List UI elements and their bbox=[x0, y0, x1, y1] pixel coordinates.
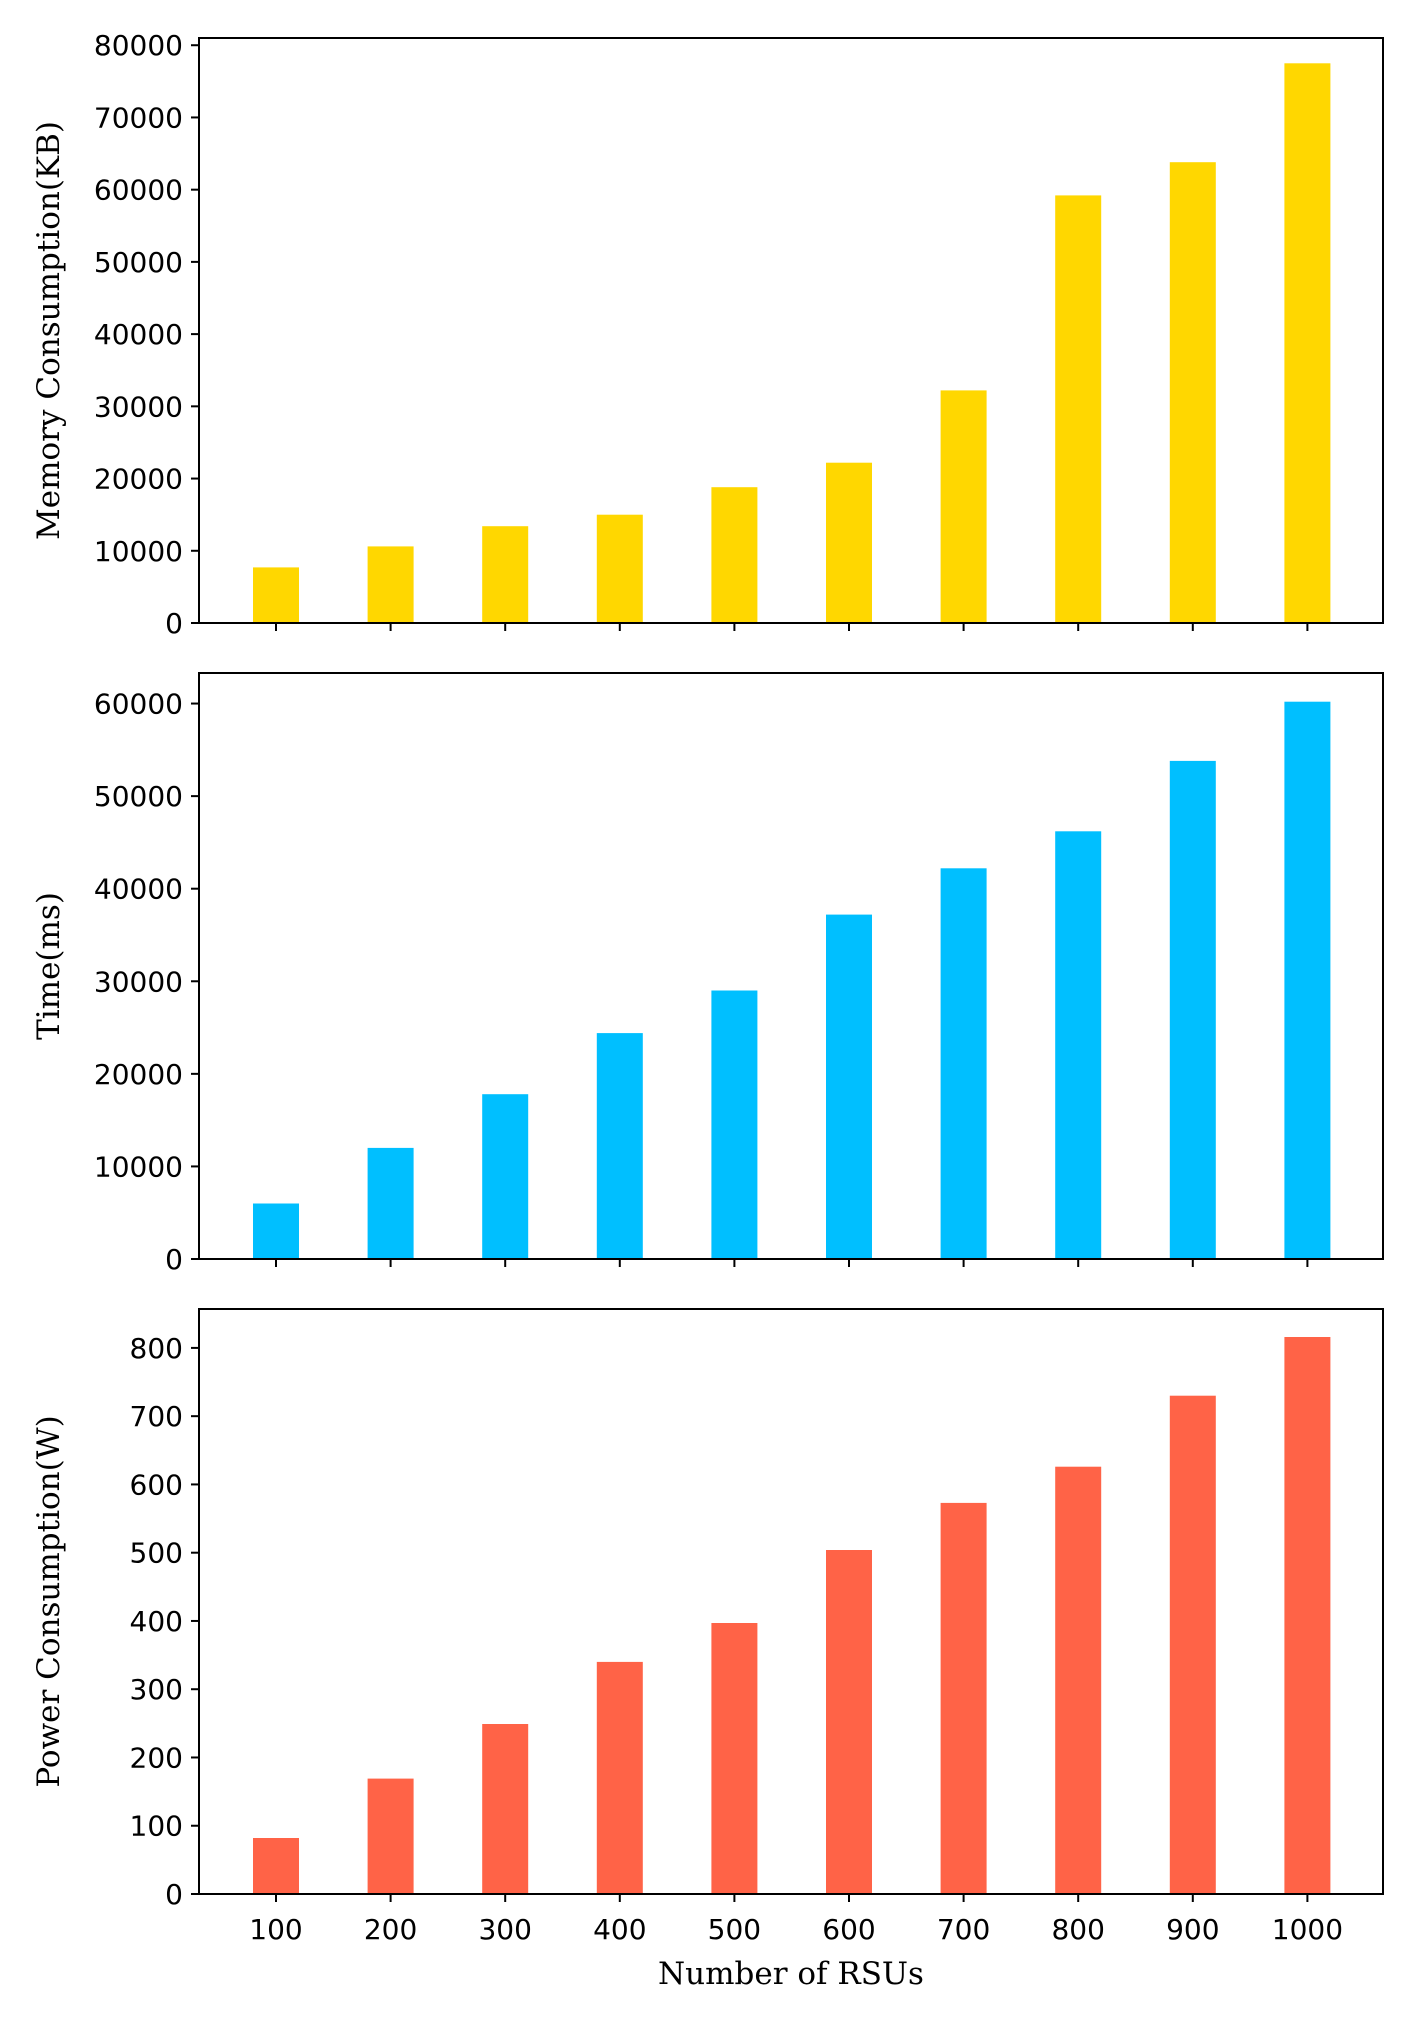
memory-ytick-label: 0 bbox=[165, 607, 183, 640]
memory-bar-700 bbox=[940, 390, 987, 623]
time-bar-300 bbox=[482, 1094, 529, 1259]
power-xtick-label: 1000 bbox=[1272, 1913, 1343, 1946]
power-bar-1000 bbox=[1284, 1337, 1331, 1894]
time-ytick-label: 60000 bbox=[94, 688, 183, 721]
memory-ylabel: Memory Consumption(KB) bbox=[31, 121, 67, 540]
power-bar-600 bbox=[826, 1550, 872, 1894]
power-bar-500 bbox=[711, 1623, 758, 1894]
time-ytick-label: 50000 bbox=[94, 780, 183, 813]
memory-bar-400 bbox=[596, 514, 643, 623]
memory-bar-100 bbox=[253, 567, 299, 623]
power-ytick-label: 500 bbox=[130, 1537, 183, 1570]
memory-ytick-label: 40000 bbox=[94, 318, 183, 351]
power-xtick-label: 800 bbox=[1051, 1913, 1104, 1946]
memory-bar-900 bbox=[1169, 162, 1216, 623]
time-bar-1000 bbox=[1284, 701, 1331, 1259]
time-ytick-label: 20000 bbox=[94, 1058, 183, 1091]
memory-bar-800 bbox=[1055, 195, 1102, 623]
power-bar-200 bbox=[367, 1778, 414, 1894]
time-bar-700 bbox=[940, 868, 987, 1259]
time-bar-900 bbox=[1169, 760, 1216, 1259]
power-ytick-label: 0 bbox=[165, 1878, 183, 1911]
memory-consumption-panel: 0 10000 20000 30000 40000 50000 60000 70000 8000… bbox=[31, 29, 1384, 640]
time-panel: 0 10000 20000 30000 40000 50000 60000 Time(ms) bbox=[31, 672, 1384, 1276]
power-bar-900 bbox=[1169, 1395, 1216, 1894]
power-ytick-label: 100 bbox=[130, 1810, 183, 1843]
time-bar-200 bbox=[367, 1147, 414, 1259]
power-bar-700 bbox=[940, 1502, 987, 1894]
time-bar-500 bbox=[711, 990, 758, 1259]
power-ytick-label: 600 bbox=[130, 1468, 183, 1501]
time-ytick-label: 30000 bbox=[94, 965, 183, 998]
power-xtick-label: 300 bbox=[478, 1913, 531, 1946]
memory-ytick-label: 20000 bbox=[94, 463, 183, 496]
memory-ytick-label: 30000 bbox=[94, 390, 183, 423]
power-consumption-panel: 0 100 200 300 400 500 600 700 800 100 200 300 400 500… bbox=[31, 1308, 1384, 1992]
power-xlabel: Number of RSUs bbox=[658, 1956, 924, 1992]
power-bar-300 bbox=[482, 1724, 529, 1894]
memory-plot-frame bbox=[198, 37, 1384, 624]
memory-bar-300 bbox=[482, 526, 529, 623]
memory-ytick-label: 50000 bbox=[94, 246, 183, 279]
power-xtick-label: 100 bbox=[249, 1913, 302, 1946]
time-bar-800 bbox=[1055, 831, 1102, 1259]
memory-ytick-label: 70000 bbox=[94, 101, 183, 134]
time-ytick-label: 10000 bbox=[94, 1150, 183, 1183]
power-ylabel: Power Consumption(W) bbox=[31, 1415, 67, 1787]
power-bar-400 bbox=[596, 1661, 643, 1894]
power-xtick-label: 600 bbox=[822, 1913, 875, 1946]
power-ytick-label: 800 bbox=[130, 1332, 183, 1365]
time-bar-600 bbox=[826, 914, 872, 1259]
time-bar-100 bbox=[253, 1203, 299, 1259]
power-xtick-label: 400 bbox=[593, 1913, 646, 1946]
power-ytick-label: 400 bbox=[130, 1605, 183, 1638]
memory-bar-600 bbox=[826, 462, 872, 623]
power-ytick-label: 200 bbox=[130, 1741, 183, 1774]
time-bar-400 bbox=[596, 1033, 643, 1259]
memory-bar-500 bbox=[711, 487, 758, 623]
power-xtick-label: 700 bbox=[937, 1913, 990, 1946]
time-ytick-label: 0 bbox=[165, 1243, 183, 1276]
time-ytick-label: 40000 bbox=[94, 873, 183, 906]
power-bar-800 bbox=[1055, 1466, 1102, 1894]
power-plot-frame bbox=[198, 1308, 1384, 1895]
memory-ytick-label: 60000 bbox=[94, 174, 183, 207]
power-xtick-label: 900 bbox=[1166, 1913, 1219, 1946]
memory-bar-200 bbox=[367, 546, 414, 623]
power-xtick-label: 200 bbox=[364, 1913, 417, 1946]
memory-bar-1000 bbox=[1284, 63, 1331, 624]
memory-ytick-label: 80000 bbox=[94, 29, 183, 62]
time-ylabel: Time(ms) bbox=[31, 892, 67, 1040]
power-ytick-label: 700 bbox=[130, 1400, 183, 1433]
memory-ytick-label: 10000 bbox=[94, 535, 183, 568]
power-ytick-label: 300 bbox=[130, 1673, 183, 1706]
power-xtick-label: 500 bbox=[708, 1913, 761, 1946]
time-plot-frame bbox=[198, 672, 1384, 1260]
power-bar-100 bbox=[253, 1838, 299, 1894]
